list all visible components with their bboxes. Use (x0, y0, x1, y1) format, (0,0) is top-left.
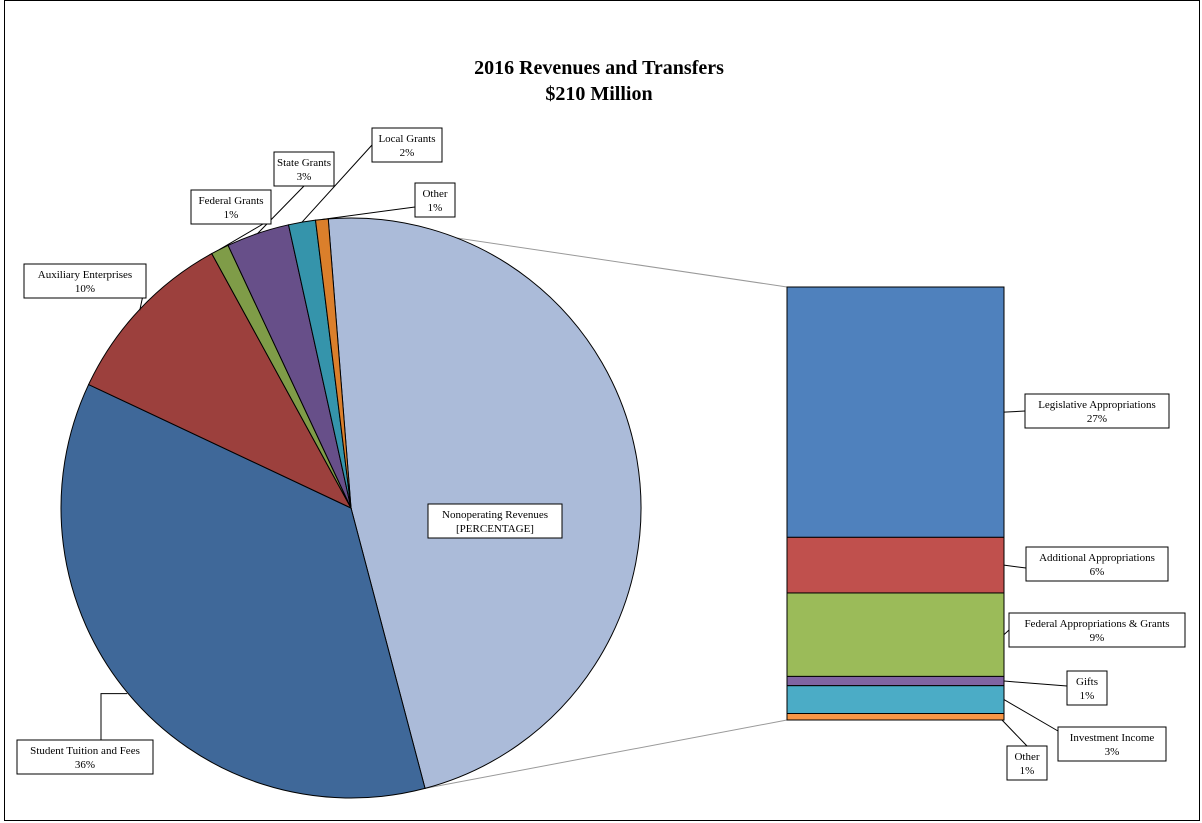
bar-label-3-value: 1% (1080, 690, 1095, 702)
connector-line-bottom (424, 719, 788, 789)
pie-slice-0 (327, 217, 642, 790)
pie-label-1-value: 36% (75, 759, 95, 771)
leader-line-6 (321, 206, 416, 220)
bar-label-4-value: 3% (1105, 746, 1120, 758)
bar-label-5: Other 1% (1006, 745, 1048, 781)
pie-label-1-name: Student Tuition and Fees (30, 745, 140, 757)
chart-frame: 2016 Revenues and Transfers $210 Million… (4, 0, 1200, 821)
bar-label-4-name: Investment Income (1070, 732, 1155, 744)
bar-segment-0 (786, 286, 1005, 538)
bar-label-2-name: Federal Appropriations & Grants (1024, 618, 1169, 630)
pie-label-2: Auxiliary Enterprises 10% (23, 263, 147, 299)
bar-leader-2 (1003, 629, 1010, 636)
pie-of-bar-chart: 2016 Revenues and Transfers $210 Million… (16, 57, 1186, 799)
bar-segment-1 (786, 536, 1005, 594)
bar-leader-4 (1003, 699, 1059, 732)
pie-label-5-value: 2% (400, 147, 415, 159)
bar-leader-5 (1001, 719, 1028, 747)
pie-label-6-box (414, 182, 456, 218)
bar-label-1-name: Additional Appropriations (1039, 552, 1155, 564)
pie-label-6: Other 1% (414, 182, 456, 218)
pie-label-4-name: State Grants (277, 157, 331, 169)
bar-label-4: Investment Income 3% (1057, 726, 1167, 762)
bar-segment-4 (786, 685, 1005, 715)
bar-segment-5 (786, 713, 1005, 721)
bar-label-0-name: Legislative Appropriations (1038, 399, 1156, 411)
chart-subtitle: $210 Million (545, 83, 652, 105)
leader-line-3 (219, 223, 264, 250)
pie-label-4-box (273, 151, 335, 187)
bar-label-5-box (1006, 745, 1048, 781)
pie-label-4-value: 3% (297, 171, 312, 183)
bar-label-1-value: 6% (1090, 566, 1105, 578)
bar-label-3: Gifts 1% (1066, 670, 1108, 706)
bar-label-2: Federal Appropriations & Grants 9% (1008, 612, 1186, 648)
bar-label-0-value: 27% (1087, 413, 1107, 425)
pie-label-5-box (371, 127, 443, 163)
bar-leader-3 (1003, 680, 1068, 687)
pie-label-3-name: Federal Grants (198, 195, 263, 207)
bar-label-5-value: 1% (1020, 765, 1035, 777)
pie-label-5-name: Local Grants (378, 133, 435, 145)
bar-label-2-value: 9% (1090, 632, 1105, 644)
pie-label-2-name: Auxiliary Enterprises (38, 269, 132, 281)
pie-label-4: State Grants 3% (273, 151, 335, 187)
bar-label-4-box (1057, 726, 1167, 762)
bar-segment-3 (786, 675, 1005, 687)
pie-label-3-box (190, 189, 272, 225)
bar-label-2-box (1008, 612, 1186, 648)
bar-leader-1 (1003, 564, 1027, 569)
bar-segment-2 (786, 592, 1005, 677)
pie-slice-1 (60, 383, 426, 799)
bar-leader-0 (1003, 410, 1026, 413)
bar-label-0-box (1024, 393, 1170, 429)
pie-label-3: Federal Grants 1% (190, 189, 272, 225)
pie-label-5: Local Grants 2% (371, 127, 443, 163)
bar-label-5-name: Other (1014, 751, 1039, 763)
chart-title: 2016 Revenues and Transfers (474, 57, 724, 79)
pie-label-0-box (427, 503, 563, 539)
bar-label-1-box (1025, 546, 1169, 582)
pie-label-0-value: [PERCENTAGE] (456, 523, 534, 535)
pie-label-2-box (23, 263, 147, 299)
bar-label-3-box (1066, 670, 1108, 706)
leader-line-5 (301, 144, 373, 223)
pie-label-2-value: 10% (75, 283, 95, 295)
pie-label-1: Student Tuition and Fees 36% (16, 739, 154, 775)
bar-label-3-name: Gifts (1076, 676, 1098, 688)
leader-line-4 (257, 185, 305, 234)
pie-label-0-name: Nonoperating Revenues (442, 509, 548, 521)
pie-label-1-box (16, 739, 154, 775)
pie-label-3-value: 1% (224, 209, 239, 221)
pie-label-6-name: Other (422, 188, 447, 200)
pie-label-0: Nonoperating Revenues [PERCENTAGE] (427, 503, 563, 539)
bar-label-1: Additional Appropriations 6% (1025, 546, 1169, 582)
leader-line-1 (100, 693, 128, 740)
pie-label-6-value: 1% (428, 202, 443, 214)
bar-label-0: Legislative Appropriations 27% (1024, 393, 1170, 429)
